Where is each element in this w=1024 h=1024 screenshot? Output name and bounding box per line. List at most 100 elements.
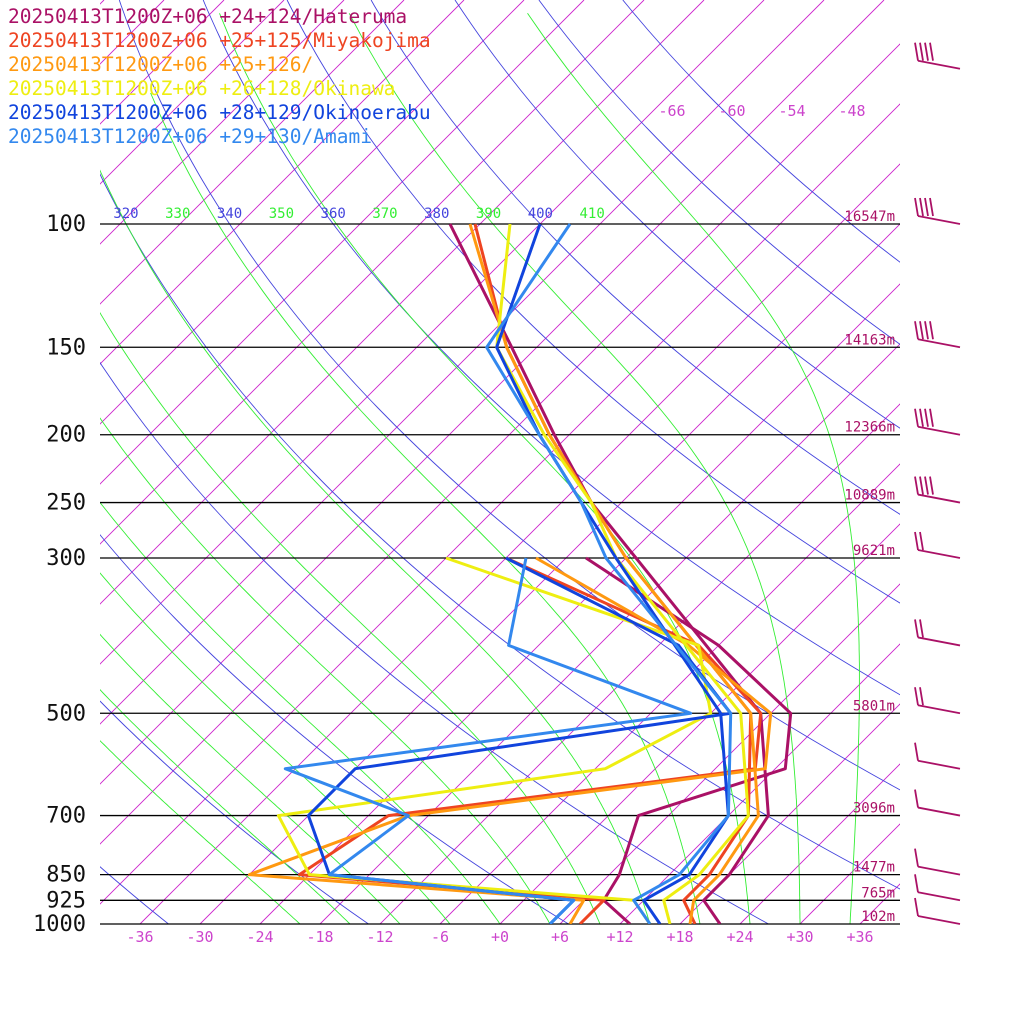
wind-barb	[914, 687, 961, 715]
wind-barb	[914, 742, 961, 770]
theta-label: 390	[476, 206, 501, 222]
isotherm-label: -54	[778, 102, 805, 120]
legend-entry: 20250413T1200Z+06 +25+126/	[8, 53, 314, 76]
moist-adiabat-line	[100, 572, 451, 924]
height-label: 16547m	[844, 209, 895, 225]
wind-barbs	[914, 42, 961, 925]
isotherm-line	[100, 0, 465, 365]
legend-entry: 20250413T1200Z+06 +25+125/Miyakojima	[8, 29, 431, 52]
moist-adiabat-line	[100, 501, 501, 924]
dry-adiabat-lines	[100, 0, 900, 924]
isotherm-line	[100, 0, 825, 725]
wind-barb	[914, 321, 961, 349]
pressure-label: 100	[46, 212, 86, 237]
isotherm-label: -60	[718, 102, 745, 120]
isotherm-line	[319, 343, 900, 924]
temperature-tick-label: -18	[306, 928, 333, 946]
height-label: 12366m	[844, 420, 895, 436]
moist-adiabat-line	[150, 92, 701, 924]
theta-label: 400	[528, 206, 553, 222]
pressure-label: 850	[46, 863, 86, 888]
legend: 20250413T1200Z+06 +24+124/Hateruma 202504…	[8, 5, 431, 149]
temperature-tick-label: +12	[606, 928, 633, 946]
temperature-tick-label: +24	[726, 928, 753, 946]
theta-label: 330	[165, 206, 190, 222]
legend-entry: 20250413T1200Z+06 +24+124/Hateruma	[8, 5, 408, 28]
height-label: 14163m	[844, 332, 895, 348]
isotherm-line	[100, 0, 765, 665]
isotherm-line	[259, 283, 900, 924]
height-label: 102m	[861, 909, 895, 925]
temperature-tick-label: -30	[186, 928, 213, 946]
isotherm-line	[859, 883, 900, 924]
isotherm-line	[100, 103, 900, 905]
pressure-label: 250	[46, 491, 86, 516]
dry-adiabat-line	[100, 700, 369, 924]
isotherm-lines	[100, 0, 900, 924]
wind-barb	[914, 897, 961, 925]
temperature-profile	[468, 223, 760, 924]
dry-adiabat-line	[454, 0, 900, 429]
wind-barb	[914, 619, 961, 647]
wind-barb	[914, 874, 961, 902]
dry-adiabat-line	[100, 173, 900, 890]
temperature-tick-label: +30	[786, 928, 813, 946]
pressure-label: 700	[46, 804, 86, 829]
isotherm-line	[100, 0, 405, 305]
height-label: 765m	[861, 885, 895, 901]
theta-label: 350	[269, 206, 294, 222]
height-label: 3096m	[853, 801, 895, 817]
dewpoint-profile	[283, 557, 693, 924]
isotherm-line	[100, 0, 285, 185]
dry-adiabat-line	[538, 0, 900, 345]
height-label: 5801m	[853, 698, 895, 714]
isotherm-line	[100, 43, 900, 845]
dry-adiabat-line	[118, 0, 900, 791]
wind-barb	[914, 408, 961, 436]
wind-barb	[914, 197, 961, 225]
temperature-tick-label: +0	[491, 928, 509, 946]
temperature-tick-label: -12	[366, 928, 393, 946]
temperature-tick-label: -6	[431, 928, 449, 946]
dewpoint-profile	[585, 556, 793, 924]
pressure-label: 150	[46, 335, 86, 360]
isotherm-line	[100, 0, 885, 785]
isotherm-label: -48	[838, 102, 865, 120]
temperature-tick-label: -24	[246, 928, 273, 946]
isotherm-line	[559, 583, 900, 924]
temperature-profile	[448, 223, 770, 924]
isotherm-label: -66	[658, 102, 685, 120]
moist-adiabat-line	[219, 13, 751, 924]
isobar-lines	[100, 223, 900, 925]
sounding-series	[247, 223, 793, 924]
pressure-label: 1000	[33, 912, 86, 937]
isotherm-line	[100, 0, 645, 545]
wind-barb	[914, 42, 961, 70]
isotherm-line	[679, 703, 900, 924]
dry-adiabat-line	[100, 361, 769, 924]
dewpoint-profile	[297, 556, 763, 924]
legend-entry: 20250413T1200Z+06 +29+130/Amami	[8, 125, 372, 148]
pressure-label: 200	[46, 423, 86, 448]
temperature-tick-label: +36	[846, 928, 873, 946]
height-label: 10889m	[844, 488, 895, 504]
moist-adiabat-line	[100, 169, 651, 924]
height-label: 1477m	[853, 860, 895, 876]
moist-adiabat-line	[100, 740, 301, 924]
isotherm-line	[379, 403, 900, 924]
wind-barb	[914, 531, 961, 559]
isotherm-line	[100, 0, 525, 425]
wind-barb	[914, 848, 961, 876]
dry-adiabat-line	[370, 0, 900, 515]
temperature-tick-label: +6	[551, 928, 569, 946]
isotherm-line	[799, 823, 900, 924]
theta-label: 320	[113, 206, 138, 222]
isotherm-line	[499, 523, 900, 924]
temperature-tick-label: +18	[666, 928, 693, 946]
temperature-profile	[485, 223, 733, 924]
temperature-profile	[495, 223, 750, 924]
dewpoint-profile	[276, 556, 713, 924]
height-label: 9621m	[853, 543, 895, 559]
